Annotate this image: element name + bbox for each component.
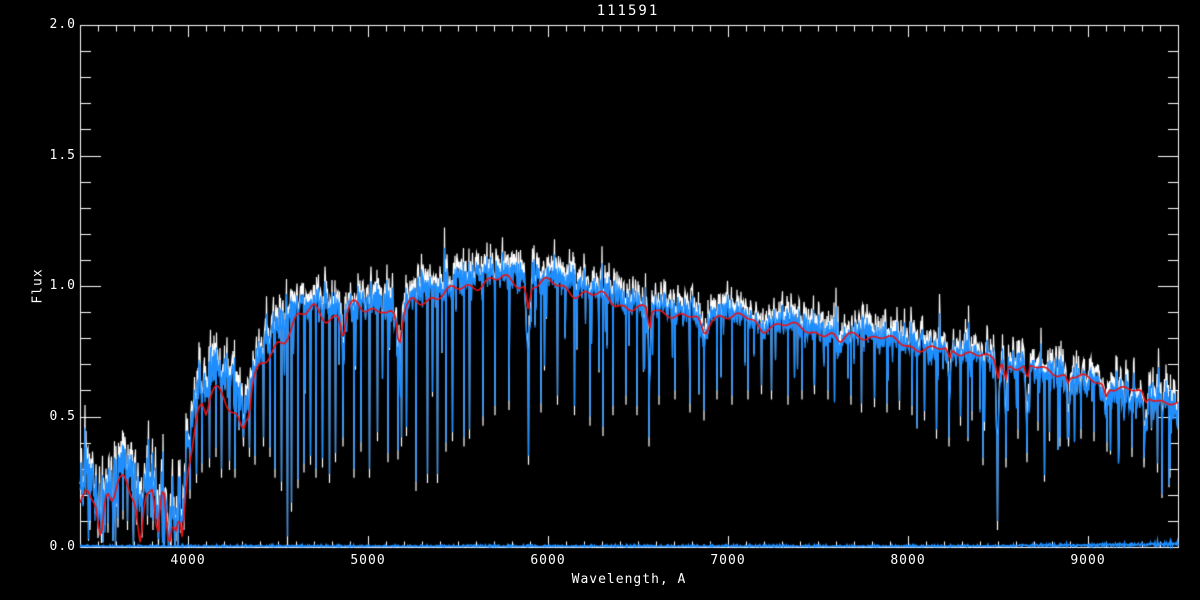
- x-tick-label: 6000: [530, 553, 566, 568]
- x-tick-label: 9000: [1070, 553, 1106, 568]
- x-tick-label: 4000: [170, 553, 206, 568]
- y-tick-label: 1.5: [49, 147, 76, 163]
- y-tick-label: 0.5: [49, 408, 76, 424]
- x-tick-label: 8000: [890, 553, 926, 568]
- x-axis-title: Wavelength, A: [571, 572, 687, 587]
- y-tick-label: 1.0: [49, 278, 76, 293]
- chart-title: 111591: [596, 3, 660, 19]
- x-tick-label: 5000: [350, 553, 386, 568]
- y-tick-label: 0.0: [49, 539, 76, 554]
- y-tick-label: 2.0: [49, 17, 76, 32]
- x-tick-label: 7000: [710, 553, 746, 568]
